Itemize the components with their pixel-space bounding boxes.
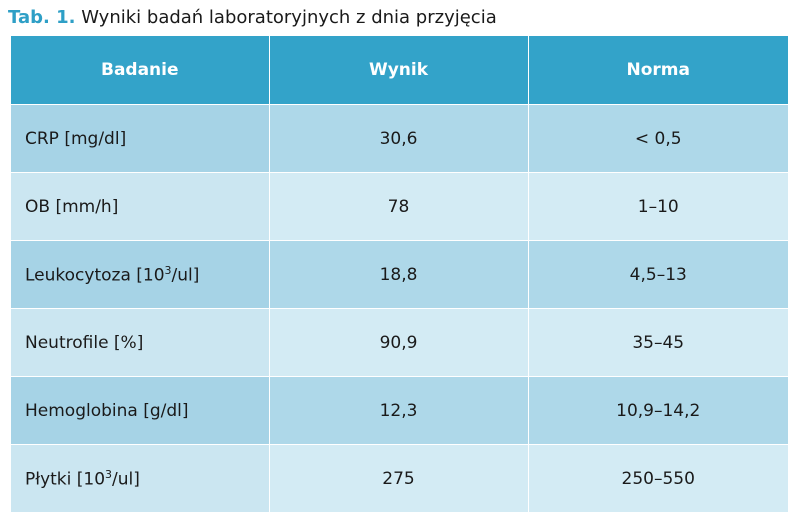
cell-wynik: 18,8 [269, 240, 529, 309]
table-header-row: Badanie Wynik Norma [11, 36, 788, 105]
cell-badanie: Leukocytoza [103/ul] [11, 240, 270, 309]
cell-norma: 10,9–14,2 [528, 376, 788, 445]
cell-badanie-pre: Płytki [10 [25, 469, 106, 490]
table-row: CRP [mg/dl] 30,6 < 0,5 [11, 104, 788, 173]
cell-badanie: CRP [mg/dl] [11, 104, 270, 173]
table-row: Neutrofile [%] 90,9 35–45 [11, 308, 788, 377]
header-badanie: Badanie [11, 36, 270, 105]
cell-wynik: 275 [269, 444, 529, 512]
cell-wynik: 90,9 [269, 308, 529, 377]
cell-wynik: 30,6 [269, 104, 529, 173]
header-norma: Norma [528, 36, 788, 105]
cell-wynik: 78 [269, 172, 529, 241]
table-row: Płytki [103/ul] 275 250–550 [11, 444, 788, 512]
header-wynik: Wynik [269, 36, 529, 105]
cell-badanie-post: /ul] [112, 469, 140, 490]
results-table-container: Badanie Wynik Norma CRP [mg/dl] 30,6 < 0… [11, 36, 788, 512]
cell-wynik: 12,3 [269, 376, 529, 445]
cell-badanie-post: /ul] [171, 265, 200, 286]
table-caption-label: Tab. 1. [8, 7, 76, 28]
cell-badanie: Płytki [103/ul] [11, 444, 270, 512]
table-row: Leukocytoza [103/ul] 18,8 4,5–13 [11, 240, 788, 309]
table-row: Hemoglobina [g/dl] 12,3 10,9–14,2 [11, 376, 788, 445]
results-table: Badanie Wynik Norma CRP [mg/dl] 30,6 < 0… [11, 36, 788, 512]
cell-badanie-sup: 3 [105, 467, 113, 481]
cell-norma: < 0,5 [528, 104, 788, 173]
cell-badanie-pre: Leukocytoza [10 [25, 265, 165, 286]
table-row: OB [mm/h] 78 1–10 [11, 172, 788, 241]
cell-badanie: Neutrofile [%] [11, 308, 270, 377]
cell-norma: 35–45 [528, 308, 788, 377]
cell-badanie: Hemoglobina [g/dl] [11, 376, 270, 445]
table-caption-text: Wyniki badań laboratoryjnych z dnia przy… [81, 7, 497, 28]
cell-badanie-sup: 3 [164, 263, 172, 277]
cell-badanie: OB [mm/h] [11, 172, 270, 241]
cell-norma: 4,5–13 [528, 240, 788, 309]
table-caption: Tab. 1. Wyniki badań laboratoryjnych z d… [8, 6, 497, 30]
cell-norma: 250–550 [528, 444, 788, 512]
cell-norma: 1–10 [528, 172, 788, 241]
